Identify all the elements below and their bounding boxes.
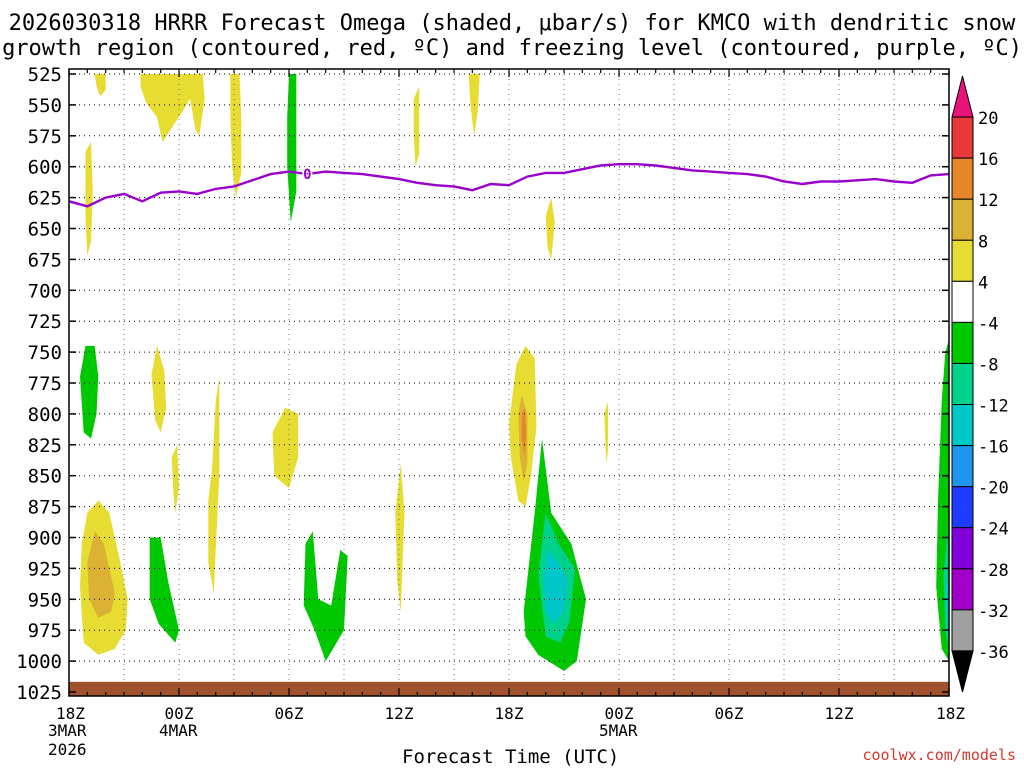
colorbar-label: 8 (978, 232, 988, 252)
colorbar-label: -8 (978, 355, 998, 375)
colorbar-label: -12 (978, 397, 1009, 417)
y-tick-label: 775 (28, 373, 62, 395)
plot-gridlines (68, 69, 950, 696)
colorbar-swatch (951, 280, 974, 323)
freezing-level-layer: 0 (68, 163, 950, 208)
colorbar-label: -16 (978, 438, 1009, 458)
y-tick-label: 925 (28, 558, 62, 580)
colorbar-label: 4 (978, 273, 988, 293)
colorbar-swatch (951, 568, 974, 611)
colorbar: 20 16 12 8 4 -4 -8 -12 -16 -20 -24 -28 -32 -36 (951, 75, 1009, 693)
colorbar-label: 12 (978, 191, 998, 211)
omega-region-pos-4-8-14 (604, 401, 608, 464)
colorbar-label: -24 (978, 520, 1009, 540)
omega-region-pos-8-12-15 (87, 531, 115, 618)
colorbar-swatch (951, 157, 974, 200)
colorbar-label: 20 (978, 109, 998, 129)
x-tick-label: 00Z (605, 704, 634, 723)
colorbar-bottom-arrow (951, 650, 974, 693)
colorbar-swatch (951, 527, 974, 570)
colorbar-top-arrow (951, 75, 974, 118)
omega-region-pos-4-8-9 (208, 376, 220, 594)
colorbar-label: 16 (978, 150, 998, 170)
omega-region-neg-4-8-21 (303, 531, 348, 662)
x-tick-label: 18Z (56, 704, 85, 723)
y-tick-label: 875 (28, 497, 62, 519)
colorbar-label: -28 (978, 561, 1009, 581)
y-tick-label: 550 (28, 95, 62, 117)
omega-region-neg-4-8-20 (149, 537, 179, 643)
x-tick-date-label: 4MAR (159, 721, 198, 740)
colorbar-swatch (951, 609, 974, 652)
colorbar-label: -4 (978, 314, 998, 334)
colorbar-swatch (951, 116, 974, 159)
y-tick-label: 650 (28, 219, 62, 241)
y-tick-label: 575 (28, 126, 62, 148)
y-tick-label: 800 (28, 404, 62, 426)
omega-region-pos-4-8-8 (171, 444, 179, 513)
colorbar-swatch (951, 362, 974, 406)
x-tick-label: 18Z (495, 704, 524, 723)
watermark: coolwx.com/models (862, 746, 1016, 764)
freezing-level-label-bg (302, 167, 313, 182)
colorbar-swatch (951, 239, 974, 282)
colorbar-swatch (951, 445, 974, 488)
omega-shaded-regions (80, 74, 949, 671)
y-tick-label: 850 (28, 466, 62, 488)
chart-title-line-1: 2026030318 HRRR Forecast Omega (shaded, … (8, 11, 1016, 36)
colorbar-label: -32 (978, 602, 1009, 622)
omega-region-pos-4-8-3 (85, 142, 93, 256)
y-tick-label: 975 (28, 620, 62, 642)
x-tick-label: 12Z (825, 704, 854, 723)
colorbar-swatch (951, 404, 974, 447)
colorbar-swatch (951, 198, 974, 241)
x-tick-label: 18Z (936, 704, 965, 723)
omega-region-neg-4-8-18 (287, 74, 297, 223)
omega-region-pos-4-8-10 (272, 407, 299, 489)
omega-region-pos-4-8-1 (140, 74, 205, 142)
y-tick-label: 1025 (16, 682, 62, 704)
y-tick-label: 950 (28, 589, 62, 611)
x-tick-date-label: 3MAR (48, 721, 87, 740)
y-tick-label: 1000 (16, 651, 62, 673)
freezing-level-label: 0 (303, 167, 311, 183)
x-tick-year-label: 2026 (48, 740, 87, 759)
omega-region-pos-4-8-7 (151, 345, 167, 433)
x-tick-label: 00Z (165, 704, 194, 723)
colorbar-swatch (951, 486, 974, 529)
x-tick-label: 06Z (275, 704, 304, 723)
y-tick-label: 625 (28, 188, 62, 210)
omega-region-pos-4-8-6 (545, 197, 555, 260)
y-axis: 525 550 575 600 625 650 675 700 725 750 775 800 825 8… (16, 64, 949, 704)
chart-title-line-2: growth region (contoured, red, ºC) and f… (2, 36, 1022, 61)
x-tick-label: 12Z (385, 704, 414, 723)
x-tick-date-label: 5MAR (599, 721, 638, 740)
freezing-level-line (68, 163, 950, 208)
y-tick-label: 600 (28, 157, 62, 179)
y-tick-label: 725 (28, 311, 62, 333)
omega-region-pos-4-8-5 (413, 86, 420, 167)
y-tick-label: 825 (28, 435, 62, 457)
colorbar-swatch (951, 321, 974, 364)
x-tick-label: 06Z (715, 704, 744, 723)
y-tick-label: 525 (28, 64, 62, 86)
colorbar-label: -20 (978, 479, 1009, 499)
omega-region-pos-4-8-2 (230, 74, 242, 198)
omega-region-neg-4-8-19 (80, 345, 99, 439)
y-tick-label: 700 (28, 280, 62, 302)
colorbar-label: -36 (978, 643, 1009, 663)
y-tick-label: 675 (28, 249, 62, 271)
y-tick-label: 750 (28, 342, 62, 364)
x-axis-title: Forecast Time (UTC) (402, 746, 620, 768)
y-tick-label: 900 (28, 528, 62, 550)
omega-region-pos-4-8-0 (94, 74, 106, 97)
omega-region-pos-12-16-17 (521, 407, 527, 458)
